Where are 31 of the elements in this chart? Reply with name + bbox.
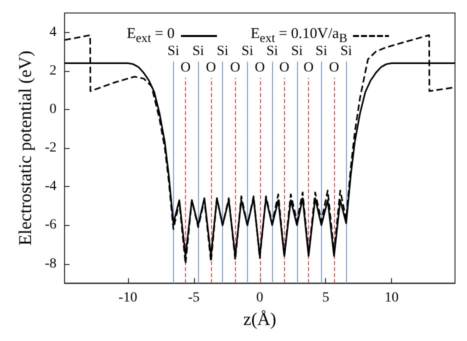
y-tick-label: -4 [44,179,57,194]
x-tick-label: 10 [384,290,399,306]
y-tick-label: 4 [50,24,57,40]
x-axis-title: z(Å) [243,309,276,329]
y-tick-label: -8 [44,256,57,272]
ref-line-label: Si [192,44,204,60]
y-tick-label: 0 [50,102,57,117]
ref-line-label: Si [266,44,278,60]
ref-line-label: Si [316,44,328,60]
ref-line-label: O [206,60,216,76]
ref-line-label: O [230,60,240,76]
ref-line-label: Si [216,44,229,60]
ref-line-label: Si [168,44,180,60]
ref-line-label: O [328,60,340,76]
y-axis-title: Electrostatic potential (eV) [15,50,35,246]
legend-label: E$_{ext}$ = 0 [126,26,175,46]
ref-line-label: O [279,60,290,76]
ref-line-label: Si [340,44,352,60]
y-tick-label: 2 [50,63,57,78]
x-tick-label: -5 [188,290,200,306]
ref-line-label: O [180,60,191,76]
ref-line-label: Si [291,44,303,60]
legend-label: E$_{ext}$ = 0.10V/a$_{B}$ [250,26,348,46]
ref-line-label: O [304,60,314,76]
ref-line-label: O [254,60,265,76]
x-tick-label: 5 [322,290,330,306]
y-tick-label: -6 [44,218,57,233]
ref-line-label: Si [242,44,254,60]
x-tick-label: -10 [118,290,138,306]
y-tick-label: -2 [44,140,57,156]
x-tick-label: 0 [256,290,264,306]
